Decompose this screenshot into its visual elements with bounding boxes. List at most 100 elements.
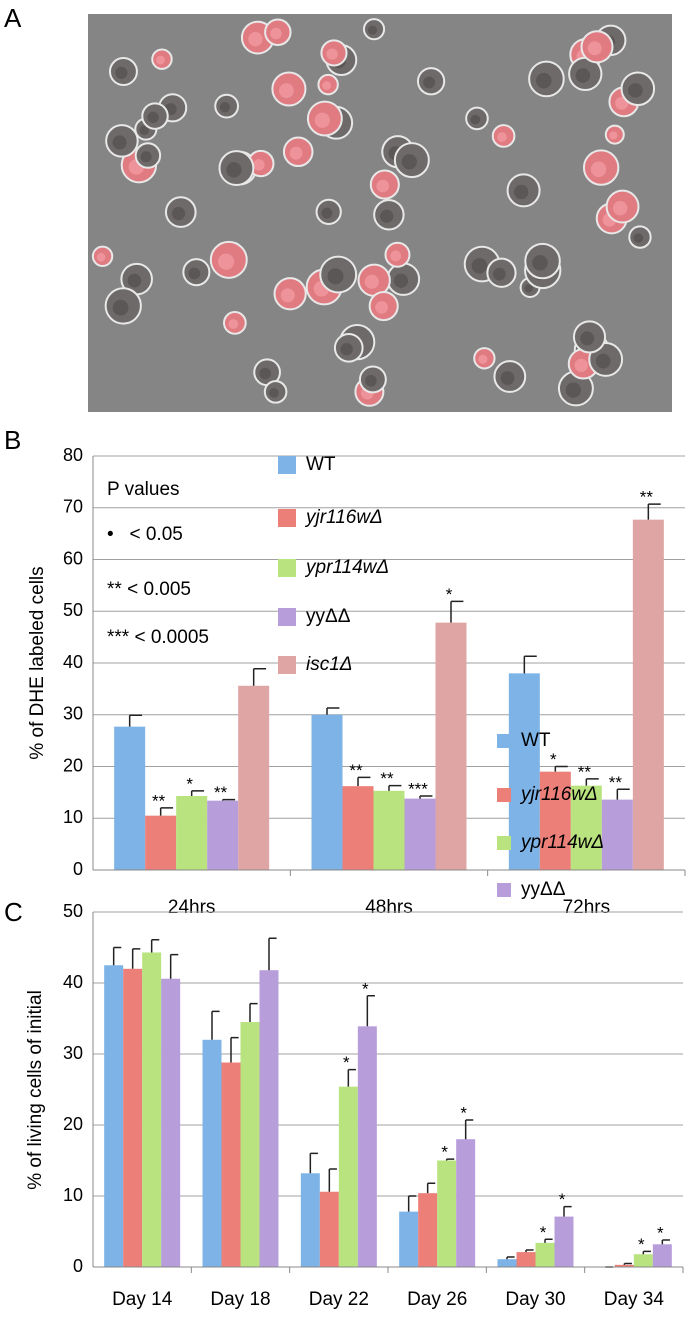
error-bar <box>211 1010 220 1040</box>
cell-core <box>364 274 379 289</box>
legend-swatch <box>278 656 296 674</box>
cell-core <box>96 252 106 262</box>
bar <box>633 1254 653 1267</box>
significance-label: *** <box>408 779 428 798</box>
y-axis-label: % of DHE labeled cells <box>27 566 48 759</box>
cell-core <box>633 233 644 243</box>
error-bar <box>445 1158 455 1161</box>
error-bar <box>309 1152 318 1174</box>
significance-label: ** <box>152 791 166 810</box>
error-bar <box>544 1238 553 1243</box>
bar <box>456 1139 476 1267</box>
cell-core <box>322 81 332 90</box>
x-tick-label: 48hrs <box>365 897 413 918</box>
y-axis-label: % of living cells of initial <box>25 990 46 1190</box>
error-bar <box>159 807 174 816</box>
cell-core <box>565 382 581 398</box>
error-bar <box>642 1250 651 1255</box>
error-bar <box>357 776 371 787</box>
bar <box>435 622 467 870</box>
cell-core <box>248 32 263 47</box>
error-bar <box>347 1068 356 1087</box>
cell-core <box>321 207 333 219</box>
bar <box>114 726 146 870</box>
cell-core <box>156 55 165 65</box>
bar <box>338 1086 358 1267</box>
significance-label: * <box>638 1235 645 1254</box>
cell-core <box>367 25 378 35</box>
cell-core <box>140 151 152 163</box>
significance-label: ** <box>349 761 363 780</box>
error-bar <box>585 778 599 786</box>
y-tick-label: 30 <box>63 1043 83 1063</box>
error-bar <box>407 1195 417 1212</box>
panel-label: B <box>4 425 21 455</box>
cell-core <box>327 268 344 285</box>
x-tick-label: Day 26 <box>407 1289 467 1310</box>
bar <box>418 1193 438 1267</box>
cell-core <box>365 374 377 387</box>
legend-label: yyΔΔ <box>521 879 566 900</box>
significance-label: ** <box>380 769 394 788</box>
bar <box>601 799 633 870</box>
x-tick-label: Day 22 <box>309 1289 369 1310</box>
cell-core <box>228 319 239 329</box>
cell-core <box>513 184 529 200</box>
bar <box>539 771 571 870</box>
y-tick-label: 40 <box>63 652 83 672</box>
bar <box>145 815 177 870</box>
bar <box>497 1259 517 1267</box>
cell-core <box>270 27 282 40</box>
cell-core <box>218 253 235 270</box>
bar <box>300 1173 320 1267</box>
x-tick-label: 24hrs <box>168 897 216 918</box>
cell-core <box>171 206 186 221</box>
x-tick-label: Day 30 <box>505 1289 565 1310</box>
cell-core <box>574 358 588 372</box>
legend-swatch <box>497 836 511 850</box>
y-tick-label: 60 <box>63 548 83 568</box>
error-bar <box>419 795 433 799</box>
cell-core <box>147 111 159 124</box>
annotation: *** < 0.0005 <box>107 627 209 648</box>
legend-label: yyΔΔ <box>306 606 351 627</box>
cell-core <box>127 273 142 288</box>
cell-core <box>500 371 515 385</box>
cell-core <box>219 102 231 113</box>
error-bar <box>112 946 122 966</box>
y-tick-label: 10 <box>63 807 83 827</box>
annotation: ** < 0.005 <box>107 579 191 600</box>
error-bar <box>616 788 630 800</box>
cell-core <box>380 209 394 223</box>
cell-core <box>524 284 533 293</box>
error-bar <box>221 798 236 801</box>
bar <box>202 1039 222 1267</box>
error-bar <box>131 948 141 969</box>
bar <box>238 685 270 870</box>
y-tick-label: 50 <box>63 600 83 620</box>
error-bar <box>523 655 537 674</box>
cell-core <box>595 353 611 369</box>
annotation: P values <box>107 479 180 500</box>
cell-core <box>471 258 488 274</box>
cell-core <box>375 301 388 314</box>
cell-core <box>188 267 201 280</box>
legend-swatch <box>278 559 296 577</box>
y-tick-label: 0 <box>73 1256 83 1276</box>
panel-label: A <box>4 3 22 33</box>
cell-core <box>478 354 488 364</box>
error-bar <box>150 938 160 953</box>
cell-core <box>470 114 481 125</box>
cell-core <box>493 267 506 281</box>
legend-label: WT <box>521 730 551 751</box>
significance-label: * <box>559 1190 566 1209</box>
bar <box>240 1022 260 1267</box>
cell-core <box>115 66 128 79</box>
x-tick-label: Day 18 <box>210 1289 270 1310</box>
y-tick-label: 70 <box>63 497 83 517</box>
cell-core <box>580 331 595 346</box>
legend-label: WT <box>306 454 336 475</box>
bar <box>570 785 602 870</box>
significance-label: * <box>186 774 193 793</box>
y-tick-label: 0 <box>73 859 83 879</box>
